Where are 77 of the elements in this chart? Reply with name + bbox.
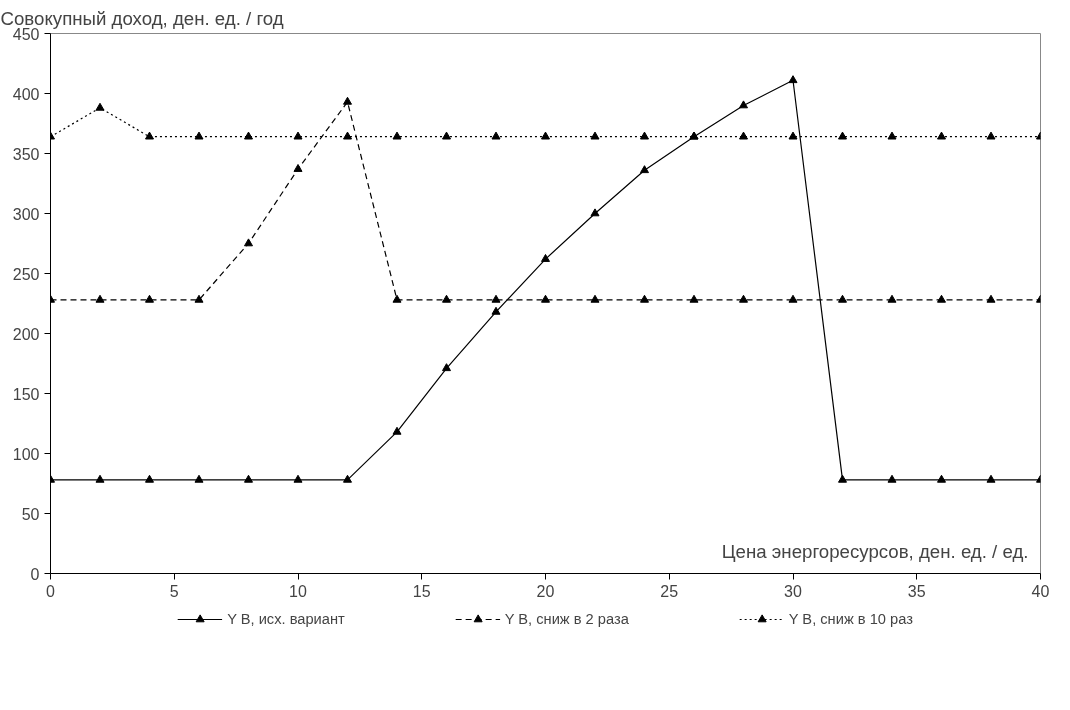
y-tick-label: 300 xyxy=(12,205,40,223)
y-tick-label: 100 xyxy=(12,445,40,463)
y-tick-label: 200 xyxy=(12,325,40,343)
point xyxy=(95,102,105,111)
point xyxy=(343,474,352,483)
point xyxy=(838,131,847,140)
point xyxy=(293,131,303,140)
legend-label: Y В, сниж в 2 раза xyxy=(504,611,629,627)
x-tick-label: 25 xyxy=(660,582,679,600)
point xyxy=(739,294,748,303)
x-tick-label: 5 xyxy=(169,582,179,600)
x-axis-title: Цена энергоресурсов, ден. ед. / ед. xyxy=(721,540,1029,562)
point xyxy=(392,294,402,303)
point xyxy=(590,131,600,140)
y-tick-label: 50 xyxy=(21,505,40,523)
point xyxy=(541,131,550,140)
point xyxy=(590,294,600,303)
point xyxy=(442,294,451,303)
point xyxy=(194,131,204,140)
point xyxy=(838,294,847,303)
point xyxy=(145,294,154,303)
point xyxy=(442,363,451,372)
point xyxy=(442,131,451,140)
point xyxy=(491,131,501,140)
point xyxy=(937,131,946,140)
point xyxy=(640,165,649,174)
point xyxy=(491,306,501,315)
legend-label: Y В, сниж в 10 раз xyxy=(788,611,913,627)
x-tick-label: 0 xyxy=(46,582,56,600)
point xyxy=(838,474,847,483)
point xyxy=(739,100,748,109)
legend-label: Y В, исх. вариант xyxy=(227,611,345,627)
y-tick-label: 150 xyxy=(12,385,40,403)
point xyxy=(343,131,352,140)
point xyxy=(788,131,798,140)
y-tick-label: 250 xyxy=(12,265,40,283)
y-tick-label: 350 xyxy=(12,145,40,163)
point xyxy=(194,294,204,303)
point xyxy=(145,474,154,483)
point xyxy=(293,163,303,172)
point xyxy=(194,474,204,483)
point xyxy=(640,294,649,303)
point xyxy=(640,131,649,140)
point xyxy=(689,294,699,303)
point xyxy=(145,131,154,140)
point xyxy=(590,208,600,217)
point xyxy=(244,131,253,140)
point xyxy=(95,474,105,483)
point xyxy=(887,474,897,483)
x-tick-label: 10 xyxy=(289,582,307,600)
point xyxy=(244,238,253,247)
y-tick-label: 400 xyxy=(12,85,40,103)
point xyxy=(986,131,996,140)
point xyxy=(392,426,402,435)
x-tick-label: 40 xyxy=(1031,582,1050,600)
point xyxy=(541,253,550,262)
point xyxy=(392,131,402,140)
y-tick-label: 0 xyxy=(30,565,40,583)
point xyxy=(887,294,897,303)
point xyxy=(986,294,996,303)
point xyxy=(937,294,946,303)
point xyxy=(293,474,303,483)
point xyxy=(343,96,352,105)
point xyxy=(986,474,996,483)
point xyxy=(739,131,748,140)
point xyxy=(788,294,798,303)
point xyxy=(491,294,501,303)
point xyxy=(788,75,798,84)
point xyxy=(887,131,897,140)
point xyxy=(95,294,105,303)
x-tick-label: 35 xyxy=(907,582,926,600)
point xyxy=(937,474,946,483)
point xyxy=(244,474,253,483)
x-tick-label: 30 xyxy=(784,582,802,600)
x-tick-label: 15 xyxy=(412,582,431,600)
point xyxy=(541,294,550,303)
x-tick-label: 20 xyxy=(536,582,555,600)
